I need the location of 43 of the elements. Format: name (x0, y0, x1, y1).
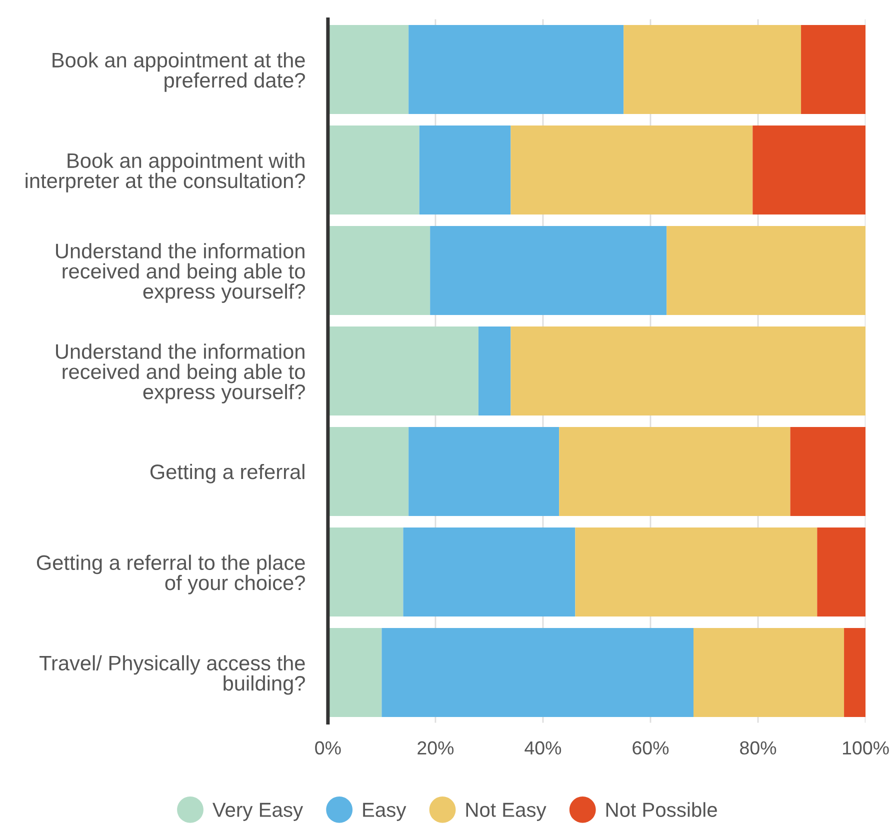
x-tick-label: 100% (842, 741, 889, 755)
y-tick-label: Getting a referral (150, 464, 304, 484)
bar (408, 25, 624, 114)
bar (328, 226, 430, 315)
bar (430, 226, 667, 315)
legend-label: Not Easy (466, 802, 546, 821)
bar (419, 126, 511, 214)
bar (559, 427, 790, 516)
bar (790, 427, 866, 516)
bar (752, 126, 866, 214)
bar (328, 25, 409, 114)
y-tick-label: Getting a referral to the place of your choice? (36, 554, 305, 594)
bar (328, 326, 478, 416)
bar (510, 126, 753, 214)
legend-label: Not Possible (606, 802, 717, 817)
bar (478, 326, 511, 416)
y-tick-label: Travel/ Physically access the building? (40, 655, 305, 695)
legend-label: Easy (363, 802, 406, 821)
bar (328, 427, 409, 516)
bar (624, 25, 802, 114)
bar (328, 126, 420, 214)
bar (801, 25, 866, 114)
x-tick-label: 60% (632, 741, 669, 755)
bar (382, 628, 694, 717)
y-tick-label: Understand the information received and being able to express yourself? (56, 344, 305, 404)
x-tick-label: 40% (524, 741, 562, 755)
legend-label: Very Easy (212, 802, 304, 821)
y-tick-label: Book an appointment with interpreter at the consultation? (26, 152, 305, 192)
bar (844, 628, 866, 717)
x-tick-label: 20% (418, 741, 454, 755)
x-tick-label: 80% (740, 741, 776, 755)
bar (666, 226, 866, 315)
bar (510, 326, 866, 416)
y-tick-label: Book an appointment at the preferred date? (52, 52, 305, 92)
bar (328, 628, 382, 717)
bar (694, 628, 844, 717)
x-tick-label: 0% (315, 741, 341, 755)
bar (817, 528, 866, 616)
bar (403, 528, 576, 616)
bar (328, 528, 404, 616)
y-tick-label: Understand the information received and being able to express yourself? (56, 243, 305, 303)
bar (575, 528, 818, 616)
bar (408, 427, 560, 516)
